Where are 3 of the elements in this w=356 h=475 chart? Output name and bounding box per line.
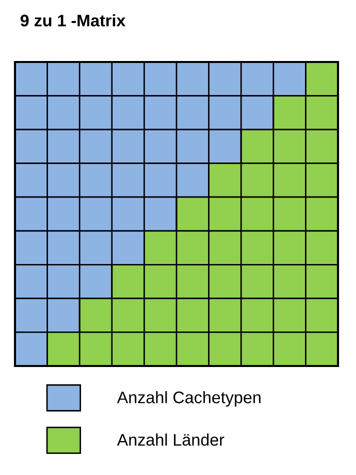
chart-title: 9 zu 1 -Matrix (20, 14, 126, 26)
legend-label: Anzahl Länder (117, 434, 224, 446)
legend-label: Anzahl Cachetypen (117, 391, 260, 407)
